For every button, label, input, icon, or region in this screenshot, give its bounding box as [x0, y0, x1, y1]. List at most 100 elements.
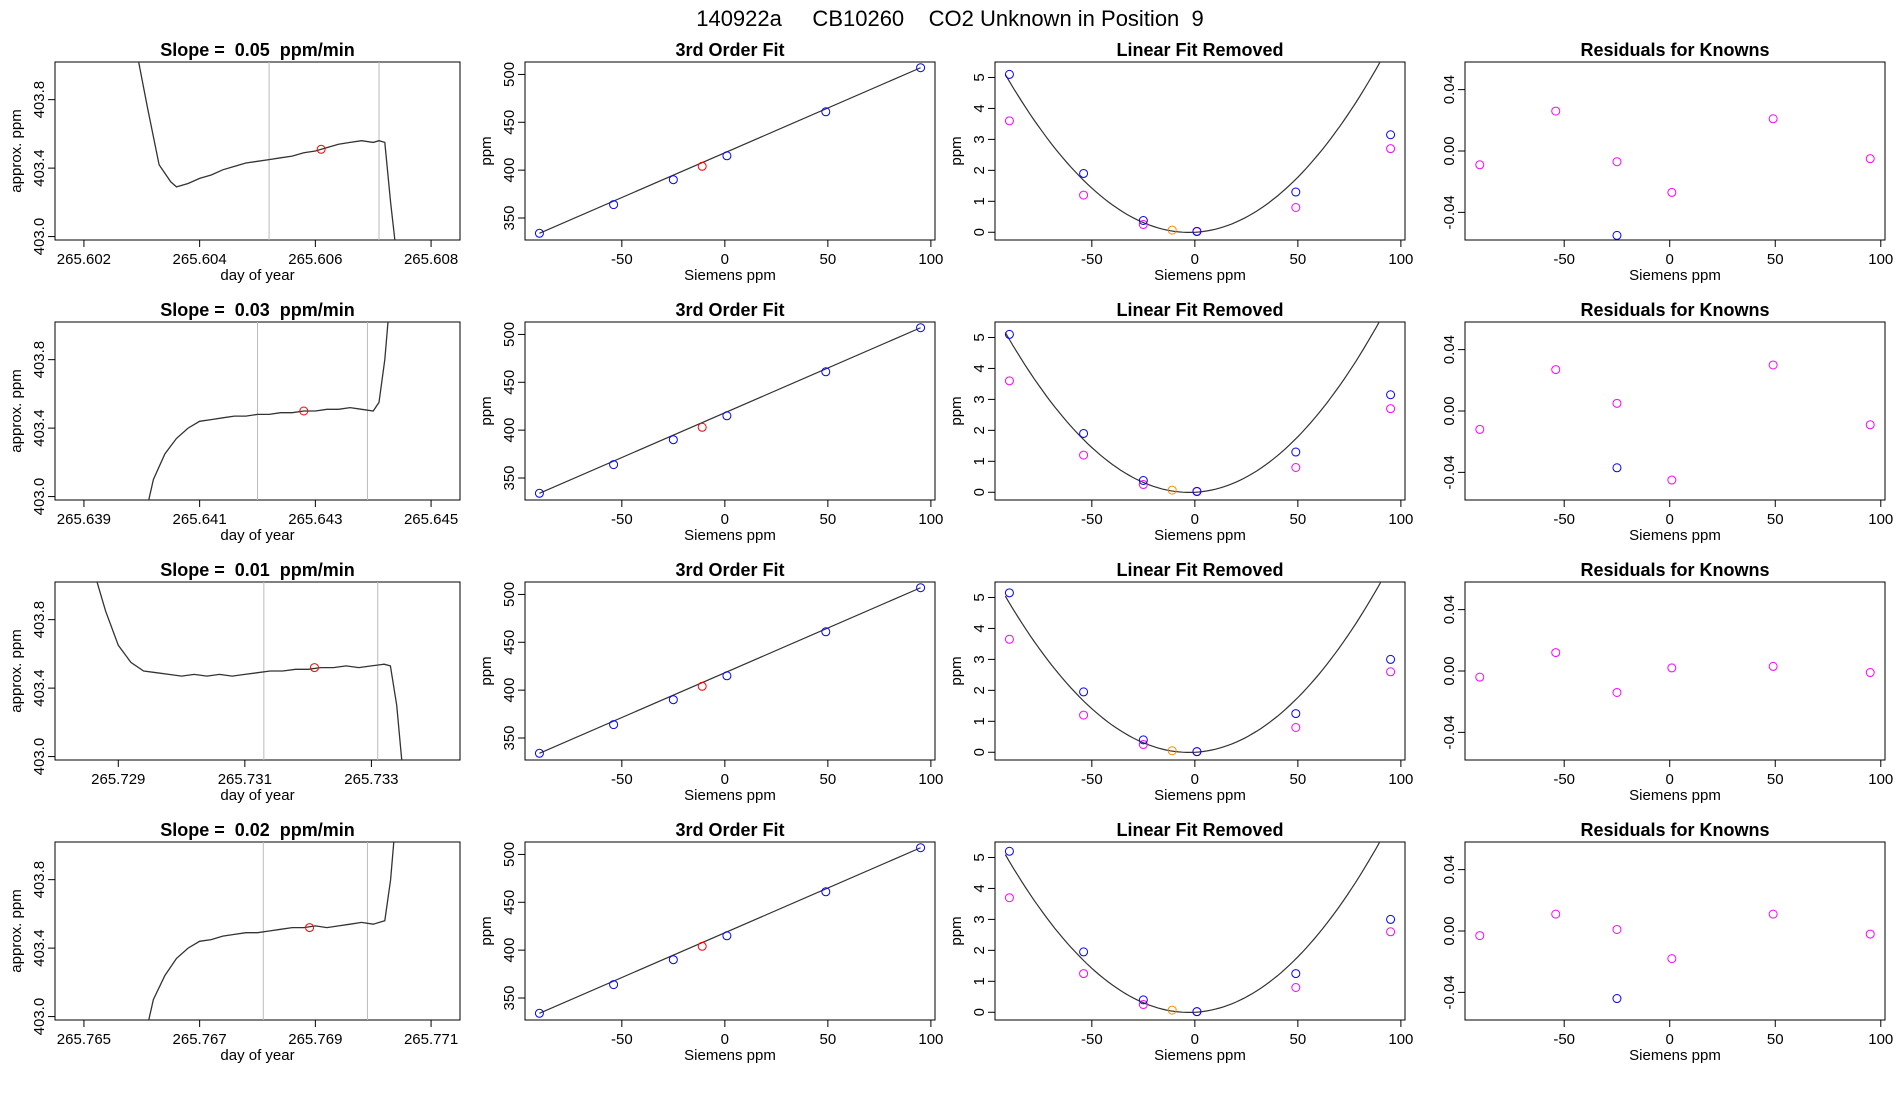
- panel-title: 3rd Order Fit: [675, 40, 784, 60]
- x-tick-label: 50: [1767, 771, 1784, 788]
- x-tick-label: 100: [918, 511, 943, 528]
- magenta-point: [1004, 376, 1014, 386]
- x-tick-label: 50: [820, 251, 837, 268]
- x-tick-label: 50: [1767, 511, 1784, 528]
- residual-point: [1612, 687, 1622, 697]
- known-point: [916, 63, 926, 73]
- known-point: [1291, 709, 1301, 719]
- known-point: [1386, 130, 1396, 140]
- known-point: [609, 200, 619, 210]
- y-tick-label: 0: [971, 1008, 988, 1016]
- plot-frame: [1464, 841, 1886, 1021]
- plot-data: [1004, 842, 1396, 1017]
- residual-point: [1475, 931, 1485, 941]
- y-tick-label: 350: [501, 725, 518, 750]
- y-tick-label: 350: [501, 205, 518, 230]
- panel-title: 3rd Order Fit: [675, 560, 784, 580]
- y-tick-label: 403.0: [31, 218, 48, 256]
- y-tick-label: 403.4: [31, 409, 48, 447]
- panel-title: 3rd Order Fit: [675, 300, 784, 320]
- plot-data: [534, 583, 926, 758]
- plot-frame: [524, 581, 936, 761]
- y-tick-label: 403.8: [31, 81, 48, 119]
- plot-frame: [54, 841, 461, 1021]
- y-tick-label: 400: [501, 158, 518, 183]
- y-tick-label: 0.00: [1441, 396, 1458, 425]
- y-tick-label: 403.4: [31, 929, 48, 967]
- plot-data: [1475, 648, 1875, 697]
- x-tick-label: -50: [1553, 1031, 1575, 1048]
- known-point: [722, 671, 732, 681]
- y-tick-label: -0.04: [1441, 195, 1458, 229]
- x-tick-label: -50: [611, 511, 633, 528]
- x-tick-label: 265.733: [344, 771, 398, 788]
- x-tick-label: 50: [820, 771, 837, 788]
- panel-fit-1: 3rd Order Fit -50 0 50 100 350 400 450 500 Siemen…: [478, 40, 943, 284]
- y-tick-label: 350: [501, 985, 518, 1010]
- y-tick-label: 0.04: [1441, 595, 1458, 624]
- panel-fit-2: 3rd Order Fit -50 0 50 100 350 400 450 500 Siemen…: [478, 300, 943, 544]
- known-point: [916, 583, 926, 593]
- y-tick-label: 350: [501, 465, 518, 490]
- mean-marker: [309, 663, 319, 673]
- panel-title: Slope = 0.05 ppm/min: [160, 40, 355, 60]
- y-tick-label: 403.8: [31, 341, 48, 379]
- y-tick-label: 0.00: [1441, 656, 1458, 685]
- residual-point: [1865, 420, 1875, 430]
- panel-linear_removed-3: Linear Fit Removed -50 0 50 100 0 1 2 3 4 5 Siemens…: [948, 560, 1413, 804]
- magenta-point: [1291, 982, 1301, 992]
- unknown-point: [1167, 746, 1177, 756]
- x-tick-label: 0: [1191, 511, 1199, 528]
- x-tick-label: -50: [1081, 511, 1103, 528]
- x-tick-label: 100: [918, 771, 943, 788]
- known-point: [916, 843, 926, 853]
- y-tick-label: 500: [501, 322, 518, 347]
- x-tick-label: 0: [721, 251, 729, 268]
- y-tick-label: 0: [971, 748, 988, 756]
- quadratic-curve: [1004, 62, 1381, 233]
- plot-frame: [1464, 321, 1886, 501]
- known-point: [1192, 226, 1202, 236]
- x-tick-label: 0: [1191, 771, 1199, 788]
- residual-point: [1865, 668, 1875, 678]
- y-tick-label: 0.04: [1441, 335, 1458, 364]
- known-point: [1004, 588, 1014, 598]
- magenta-point: [1138, 1000, 1148, 1010]
- plot-frame: [54, 581, 461, 761]
- magenta-point: [1004, 634, 1014, 644]
- fit-line: [539, 67, 921, 234]
- panel-title: Residuals for Knowns: [1580, 560, 1769, 580]
- residual-point: [1475, 672, 1485, 682]
- magenta-point: [1386, 927, 1396, 937]
- residual-point: [1865, 154, 1875, 164]
- unknown-point: [1167, 485, 1177, 495]
- residual-point: [1551, 909, 1561, 919]
- y-tick-label: 403.4: [31, 149, 48, 187]
- x-axis-label: day of year: [220, 267, 294, 284]
- residual-point: [1667, 187, 1677, 197]
- residual-point: [1612, 924, 1622, 934]
- x-tick-label: -50: [1081, 1031, 1103, 1048]
- x-axis-label: Siemens ppm: [1154, 1047, 1246, 1064]
- known-point: [668, 435, 678, 445]
- y-tick-label: 5: [971, 333, 988, 341]
- y-tick-label: 1: [971, 977, 988, 985]
- y-tick-label: 4: [971, 624, 988, 632]
- x-axis-label: Siemens ppm: [1629, 787, 1721, 804]
- panel-title: 3rd Order Fit: [675, 820, 784, 840]
- magenta-point: [1079, 710, 1089, 720]
- x-tick-label: 265.765: [57, 1031, 111, 1048]
- magenta-point: [1386, 144, 1396, 154]
- panel-trace-3: Slope = 0.01 ppm/min 265.729 265.731 265.73…: [8, 560, 461, 804]
- y-tick-label: 450: [501, 370, 518, 395]
- magenta-point: [1291, 462, 1301, 472]
- panel-residuals-4: Residuals for Knowns -50 0 50 100 -0.04 0.00 0.…: [1441, 820, 1893, 1064]
- panel-trace-2: Slope = 0.03 ppm/min 265.639 265.641 265.64…: [8, 300, 461, 544]
- x-axis-label: Siemens ppm: [684, 1047, 776, 1064]
- y-axis-label: approx. ppm: [8, 369, 25, 452]
- residual-point: [1667, 663, 1677, 673]
- trace-line: [96, 582, 403, 760]
- panels-grid: Slope = 0.05 ppm/min 265.602 265.604 265.60…: [8, 40, 1893, 1064]
- x-axis-label: Siemens ppm: [684, 267, 776, 284]
- known-point: [534, 228, 544, 238]
